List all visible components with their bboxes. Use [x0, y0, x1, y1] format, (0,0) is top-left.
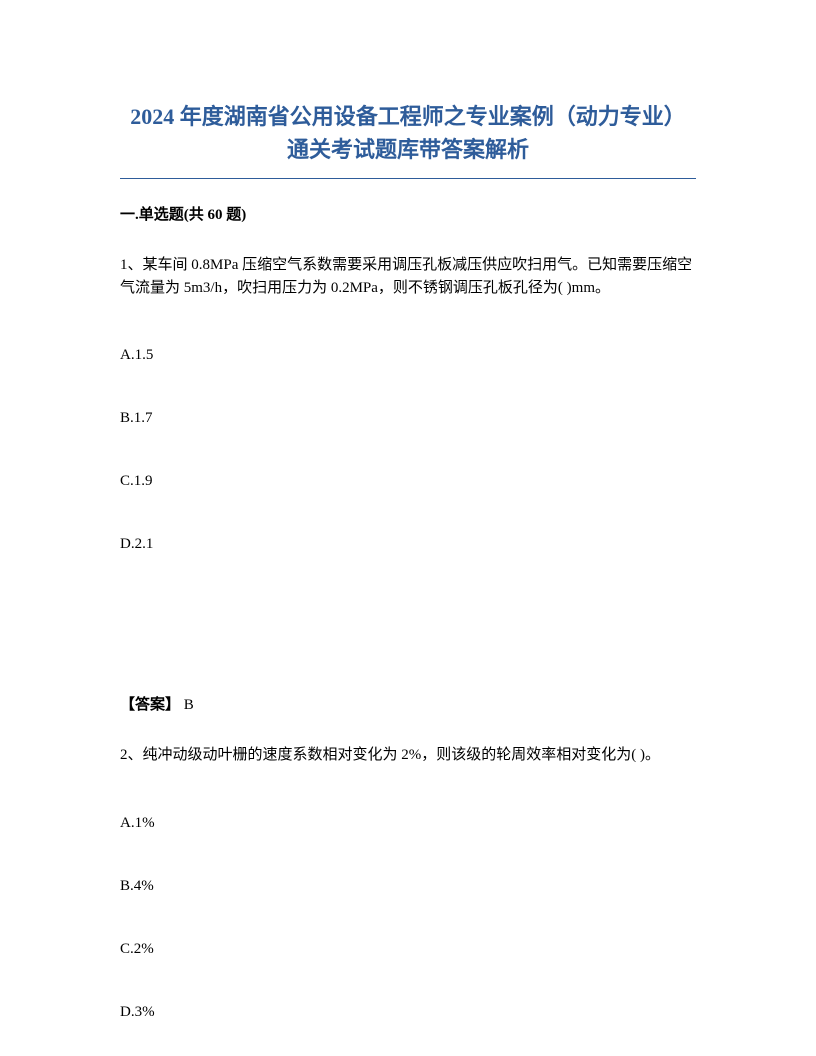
- question-2-option-d: D.3%: [120, 1004, 696, 1021]
- answer-label: 【答案】: [120, 697, 180, 713]
- question-2-option-a: A.1%: [120, 815, 696, 832]
- title-underline: [120, 178, 696, 179]
- question-1-text: 1、某车间 0.8MPa 压缩空气系数需要采用调压孔板减压供应吹扫用气。已知需要…: [120, 254, 696, 299]
- question-2-option-b: B.4%: [120, 878, 696, 895]
- question-2-body: 纯冲动级动叶栅的速度系数相对变化为 2%，则该级的轮周效率相对变化为( )。: [143, 747, 661, 763]
- question-1-number: 1、: [120, 257, 143, 273]
- question-2-text: 2、纯冲动级动叶栅的速度系数相对变化为 2%，则该级的轮周效率相对变化为( )。: [120, 744, 696, 767]
- question-2-option-c: C.2%: [120, 941, 696, 958]
- question-1-answer: 【答案】 B: [120, 693, 696, 714]
- answer-value: B: [180, 697, 194, 713]
- title-line-2: 通关考试题库带答案解析: [120, 133, 696, 166]
- question-1-option-a: A.1.5: [120, 347, 696, 364]
- document-title: 2024 年度湖南省公用设备工程师之专业案例（动力专业） 通关考试题库带答案解析: [120, 100, 696, 166]
- question-1-option-c: C.1.9: [120, 473, 696, 490]
- question-2-number: 2、: [120, 747, 143, 763]
- question-1-option-d: D.2.1: [120, 536, 696, 553]
- section-header: 一.单选题(共 60 题): [120, 203, 696, 224]
- question-1-body: 某车间 0.8MPa 压缩空气系数需要采用调压孔板减压供应吹扫用气。已知需要压缩…: [120, 257, 692, 296]
- title-line-1: 2024 年度湖南省公用设备工程师之专业案例（动力专业）: [120, 100, 696, 133]
- question-1-option-b: B.1.7: [120, 410, 696, 427]
